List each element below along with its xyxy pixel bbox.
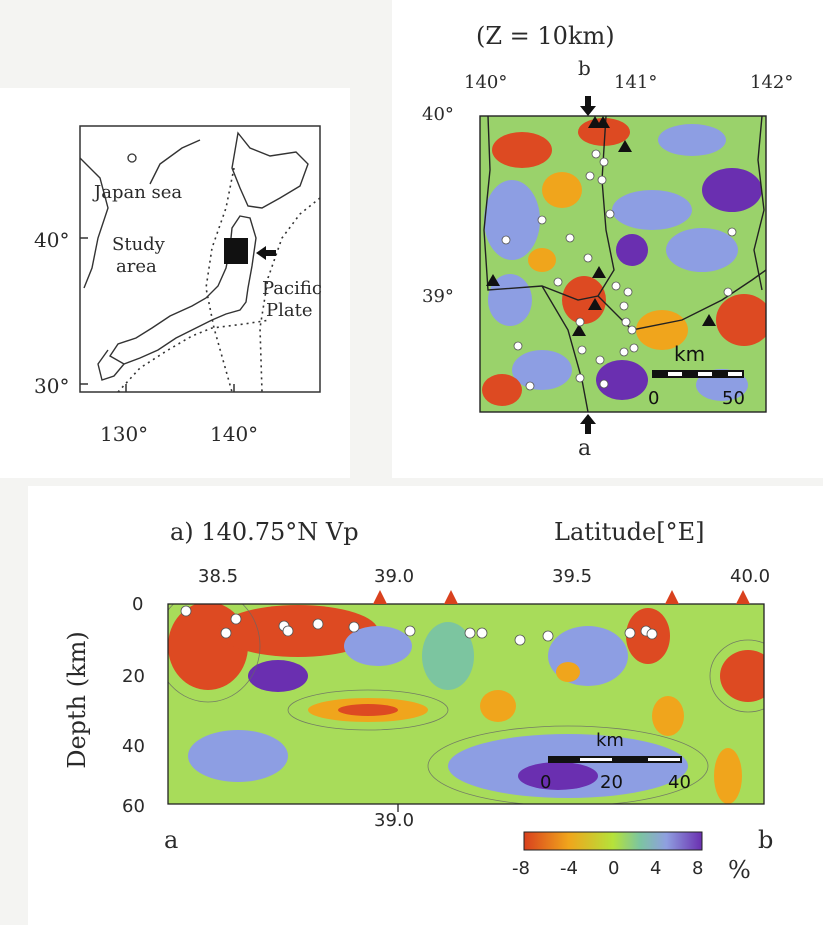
pacific-label: Pacific [262, 278, 322, 299]
ytick-0: 0 [132, 594, 144, 615]
plan-lon-142: 142° [750, 72, 794, 93]
section-hypocenters [180, 605, 658, 646]
plan-lon-141: 141° [614, 72, 658, 93]
xtick-39-0: 39.0 [374, 566, 415, 587]
colorbar [523, 831, 703, 851]
section-axis-title: Latitude[°E] [554, 518, 705, 546]
velocity-anomaly-field [482, 118, 766, 406]
volcano-markers [486, 116, 716, 336]
colorbar-tick-8: 8 [692, 858, 704, 879]
earthquake-hypocenters [501, 149, 737, 391]
section-end-b: b [758, 826, 774, 854]
index-map-panel: 40° 30° 130° 140° Japan sea Study area P… [0, 88, 350, 478]
section-end-a: a [164, 826, 179, 854]
ytick-60: 60 [122, 796, 145, 817]
section-scale-unit: km [596, 730, 624, 751]
section-scale-bar [548, 756, 682, 763]
colorbar-tick-neg4: -4 [560, 858, 578, 879]
plan-a-label: a [578, 436, 592, 461]
lat-label-30: 30° [34, 374, 70, 398]
lon-label-140: 140° [210, 422, 259, 446]
section-volcano-markers [373, 590, 750, 604]
section-scale-20: 20 [600, 772, 623, 793]
plan-scale-0: 0 [648, 388, 660, 409]
section-arrow-top [580, 96, 596, 116]
colorbar-tick-0: 0 [608, 858, 620, 879]
study-area-marker [224, 238, 248, 264]
ytick-40: 40 [122, 736, 145, 757]
colorbar-unit: % [728, 856, 751, 884]
cross-section-panel: a) 140.75°N Vp Latitude[°E] 38.5 39.0 39… [28, 486, 823, 925]
lat-label-40: 40° [34, 228, 70, 252]
japan-sea-label: Japan sea [94, 182, 183, 203]
study-area-label-2: area [116, 256, 157, 277]
index-map [79, 125, 321, 393]
lon-label-130: 130° [100, 422, 149, 446]
plan-lat-39: 39° [422, 286, 454, 307]
xtick-38-5: 38.5 [198, 566, 239, 587]
ytick-20: 20 [122, 666, 145, 687]
plan-b-label: b [578, 56, 591, 80]
plan-scale-50: 50 [722, 388, 745, 409]
section-scale-0: 0 [540, 772, 552, 793]
colorbar-tick-neg8: -8 [512, 858, 530, 879]
colorbar-tick-4: 4 [650, 858, 662, 879]
section-title: a) 140.75°N Vp [170, 518, 359, 546]
study-area-label-1: Study [112, 234, 165, 255]
plate-label: Plate [266, 300, 313, 321]
plan-lat-40: 40° [422, 104, 454, 125]
study-area-arrow [256, 246, 276, 260]
plan-map [479, 96, 767, 434]
xtick-39-5: 39.5 [552, 566, 593, 587]
cross-section-plot [167, 590, 765, 851]
plan-scale-unit: km [674, 342, 706, 366]
x-mid-tick-label: 39.0 [374, 810, 415, 831]
plan-map-title: (Z = 10km) [476, 22, 615, 50]
section-arrow-bottom [580, 414, 596, 434]
section-anomaly-field [168, 604, 764, 804]
xtick-40-0: 40.0 [730, 566, 771, 587]
section-scale-40: 40 [668, 772, 691, 793]
plan-scale-bar [652, 370, 744, 378]
plan-map-panel: (Z = 10km) 140° 141° 142° b 40° 39° a [392, 0, 823, 478]
plan-lon-140: 140° [464, 72, 508, 93]
